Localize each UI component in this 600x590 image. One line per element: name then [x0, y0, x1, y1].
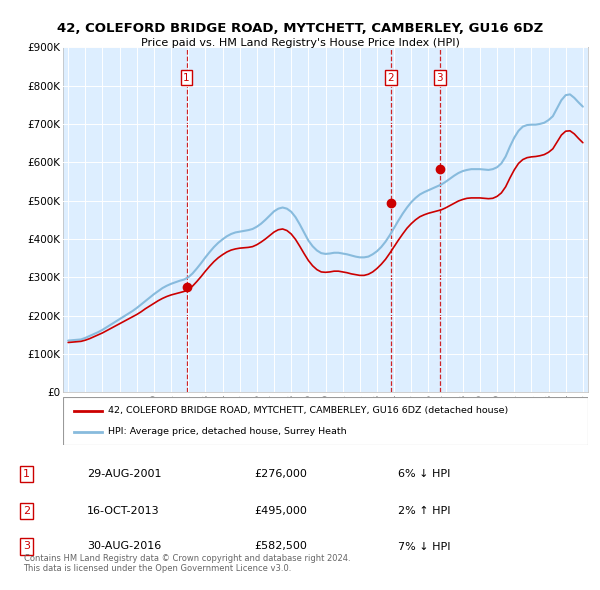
- Text: 1: 1: [23, 469, 30, 479]
- Text: HPI: Average price, detached house, Surrey Heath: HPI: Average price, detached house, Surr…: [107, 427, 346, 437]
- Text: 16-OCT-2013: 16-OCT-2013: [87, 506, 160, 516]
- Text: 3: 3: [23, 542, 30, 552]
- Text: 42, COLEFORD BRIDGE ROAD, MYTCHETT, CAMBERLEY, GU16 6DZ: 42, COLEFORD BRIDGE ROAD, MYTCHETT, CAMB…: [57, 22, 543, 35]
- Text: 2: 2: [23, 506, 30, 516]
- Text: £276,000: £276,000: [254, 469, 307, 479]
- Text: 6% ↓ HPI: 6% ↓ HPI: [398, 469, 450, 479]
- Text: Price paid vs. HM Land Registry's House Price Index (HPI): Price paid vs. HM Land Registry's House …: [140, 38, 460, 48]
- Text: 2% ↑ HPI: 2% ↑ HPI: [398, 506, 451, 516]
- Text: 29-AUG-2001: 29-AUG-2001: [87, 469, 161, 479]
- Text: 42, COLEFORD BRIDGE ROAD, MYTCHETT, CAMBERLEY, GU16 6DZ (detached house): 42, COLEFORD BRIDGE ROAD, MYTCHETT, CAMB…: [107, 406, 508, 415]
- Text: 2: 2: [388, 73, 394, 83]
- Text: £582,500: £582,500: [254, 542, 307, 552]
- Text: £495,000: £495,000: [254, 506, 307, 516]
- FancyBboxPatch shape: [63, 397, 588, 445]
- Text: 7% ↓ HPI: 7% ↓ HPI: [398, 542, 451, 552]
- Text: 1: 1: [183, 73, 190, 83]
- Text: 3: 3: [437, 73, 443, 83]
- Text: 30-AUG-2016: 30-AUG-2016: [87, 542, 161, 552]
- Text: Contains HM Land Registry data © Crown copyright and database right 2024.
This d: Contains HM Land Registry data © Crown c…: [23, 554, 350, 573]
